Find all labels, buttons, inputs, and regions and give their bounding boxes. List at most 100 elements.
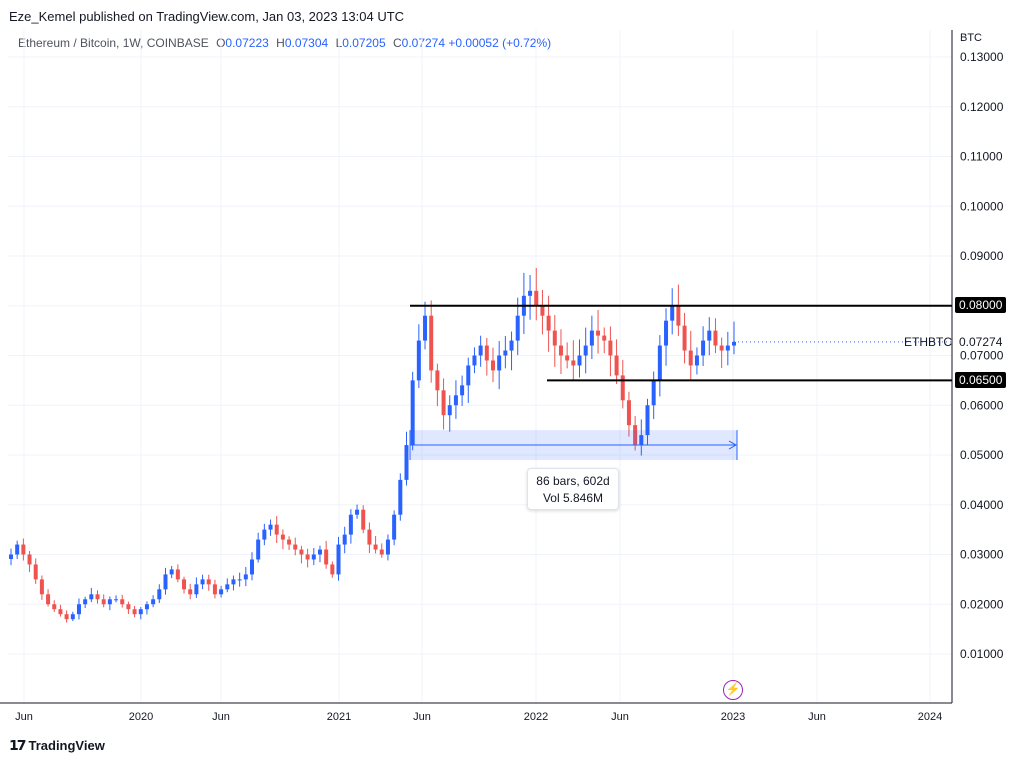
candle-body	[664, 320, 669, 346]
candle-body	[243, 574, 248, 580]
tradingview-logo[interactable]: 𝟭𝟳 TradingView	[9, 737, 105, 754]
candle-body	[114, 599, 119, 601]
candle-body	[447, 405, 452, 416]
measure-bars: 86 bars, 602d	[536, 474, 610, 488]
candle-body	[694, 355, 699, 366]
candle-body	[274, 524, 279, 535]
candle-body	[620, 375, 625, 401]
candle-body	[194, 584, 199, 595]
y-tick-label: 0.13000	[960, 50, 1004, 64]
candle-body	[293, 544, 298, 550]
candle-body	[423, 315, 428, 341]
x-tick-label: Jun	[611, 711, 629, 723]
y-tick-label: 0.07000	[960, 349, 1004, 363]
candle-body	[342, 534, 347, 545]
level-price-tag-low[interactable]: 0.06500	[955, 372, 1007, 388]
y-axis-ticks: 0.130000.120000.110000.100000.090000.080…	[960, 50, 1004, 661]
candle-body	[144, 604, 149, 610]
candle-body	[441, 390, 446, 416]
candle-body	[435, 370, 440, 391]
low-value: 0.07205	[342, 36, 386, 50]
candle-body	[732, 341, 736, 346]
candle-body	[713, 330, 718, 346]
candle-body	[509, 340, 514, 351]
y-tick-label: 0.12000	[960, 100, 1004, 114]
candle-body	[367, 529, 372, 545]
candle-body	[126, 604, 131, 610]
candle-body	[373, 544, 378, 550]
candle-body	[33, 564, 38, 580]
candle-body	[515, 315, 520, 341]
candle-body	[15, 544, 20, 555]
candle-body	[651, 380, 656, 406]
candle-body	[670, 305, 675, 321]
candle-body	[361, 509, 366, 530]
x-tick-label: Jun	[413, 711, 431, 723]
brand-text: TradingView	[28, 738, 105, 753]
y-tick-label: 0.10000	[960, 199, 1004, 213]
candle-body	[429, 315, 434, 371]
y-tick-label: 0.09000	[960, 249, 1004, 263]
candle-body	[534, 290, 539, 306]
candle-body	[404, 445, 409, 480]
candle-body	[379, 549, 384, 555]
candle-body	[491, 360, 495, 371]
candle-body	[89, 594, 94, 600]
candle-body	[225, 584, 230, 590]
candle-body	[305, 554, 310, 560]
candle-body	[58, 609, 63, 615]
lightning-icon[interactable]: ⚡	[723, 680, 743, 700]
last-price-tag: 0.07274	[959, 335, 1003, 349]
symbol-name[interactable]: Ethereum / Bitcoin, 1W, COINBASE	[18, 36, 209, 50]
tv-mark-icon: 𝟭𝟳	[9, 737, 27, 753]
candle-body	[725, 345, 730, 351]
measure-volume: Vol 5.846M	[542, 491, 604, 505]
y-tick-label: 0.05000	[960, 448, 1004, 462]
candle-body	[151, 599, 156, 605]
candle-body	[262, 529, 267, 540]
candle-body	[355, 509, 360, 515]
symbol-legend[interactable]: Ethereum / Bitcoin, 1W, COINBASE O0.0722…	[18, 36, 551, 50]
candle-body	[503, 350, 508, 356]
candle-body	[39, 579, 44, 595]
open-value: 0.07223	[225, 36, 269, 50]
y-tick-label: 0.02000	[960, 597, 1004, 611]
x-axis-ticks: Jun 2020 Jun 2021 Jun 2022 Jun 2023 Jun 2024	[15, 711, 942, 723]
x-tick-label: Jun	[808, 711, 826, 723]
candle-body	[64, 614, 69, 620]
candle-body	[707, 330, 712, 341]
candle-body	[392, 514, 397, 540]
chart-grid	[0, 30, 953, 704]
candle-body	[565, 355, 570, 361]
candle-body	[410, 380, 415, 446]
candle-body	[571, 360, 576, 366]
candle-body	[138, 609, 143, 615]
candle-body	[200, 579, 205, 585]
candle-body	[324, 549, 329, 565]
level-price-tag-high[interactable]: 0.08000	[955, 297, 1007, 313]
candles	[9, 267, 736, 623]
publisher-line: Eze_Kemel published on TradingView.com, …	[9, 9, 405, 24]
candle-body	[157, 589, 162, 600]
candle-body	[163, 574, 168, 590]
candle-body	[256, 539, 261, 560]
candle-body	[188, 589, 193, 595]
candle-body	[46, 594, 51, 605]
candle-body	[299, 549, 304, 555]
axis-currency-label: BTC	[960, 32, 982, 44]
drawing-overlays	[409, 304, 952, 460]
high-label: H	[276, 36, 285, 50]
candle-body	[540, 305, 545, 316]
candle-body	[317, 549, 322, 555]
candle-body	[472, 355, 477, 366]
candle-body	[206, 579, 211, 585]
candle-body	[21, 544, 26, 555]
candle-body	[107, 599, 112, 605]
candle-body	[330, 564, 335, 575]
candle-body	[250, 559, 254, 575]
candle-body	[460, 385, 465, 396]
close-value: 0.07274	[401, 36, 446, 50]
candle-body	[385, 539, 390, 555]
candle-body	[416, 340, 421, 381]
